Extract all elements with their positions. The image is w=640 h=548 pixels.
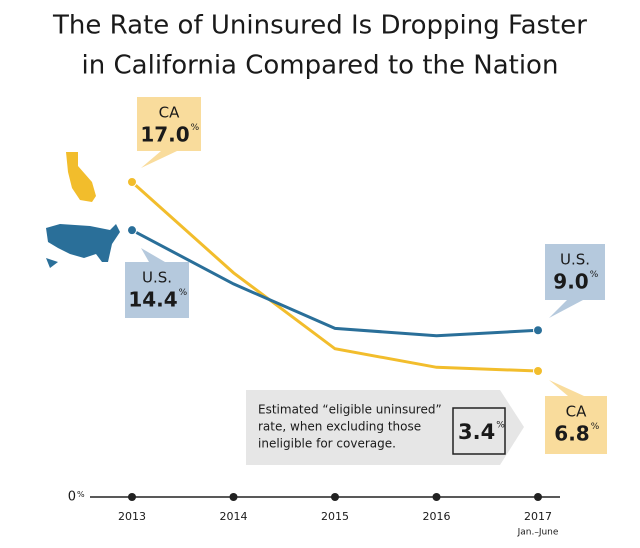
x-tick-note: Jan.–June (517, 528, 559, 538)
legend-label: CA (159, 104, 180, 122)
x-tick (534, 493, 542, 501)
chart-title: The Rate of Uninsured Is Dropping Faster (52, 11, 587, 41)
callout-box (545, 244, 605, 300)
unit-sign: % (590, 270, 599, 280)
x-tick (229, 493, 238, 501)
annotation-value: 3.4 (458, 420, 495, 444)
x-tick-label: 2015 (321, 510, 349, 523)
point (533, 325, 543, 336)
series-line (130, 180, 539, 373)
y-tick-label: 0 (68, 490, 76, 505)
callout-pointer (141, 151, 177, 168)
california-icon (66, 152, 96, 202)
unit-sign: % (179, 288, 188, 298)
legend-label: U.S. (560, 251, 590, 269)
unit-sign: % (591, 422, 600, 432)
value-label: 6.8 (554, 422, 589, 446)
point (127, 225, 137, 236)
point (533, 366, 543, 376)
legend-label: CA (566, 403, 587, 421)
x-tick-label: 2017 (524, 510, 552, 523)
series-line (131, 228, 539, 338)
annotation-text: rate, when excluding those (258, 420, 421, 434)
value-label: 17.0 (140, 123, 189, 147)
us-icon (46, 224, 120, 268)
callout-pointer (141, 248, 165, 262)
unit-sign: % (77, 490, 85, 499)
x-tick (331, 493, 339, 501)
x-tick-label: 2014 (220, 510, 248, 523)
value-label: 9.0 (553, 270, 588, 294)
callout-box (137, 97, 201, 151)
unit-sign: % (496, 421, 505, 431)
callout-pointer (549, 300, 583, 318)
point (127, 177, 137, 187)
callout-box (545, 396, 607, 454)
callout-pointer (549, 380, 584, 396)
chart-title: in California Compared to the Nation (82, 51, 559, 81)
x-tick (128, 493, 136, 501)
x-tick (432, 493, 441, 501)
unit-sign: % (191, 123, 200, 133)
x-tick-label: 2016 (423, 510, 451, 523)
legend-label: U.S. (142, 269, 172, 287)
annotation-value-box (452, 407, 506, 455)
annotation-text: ineligible for coverage. (258, 437, 396, 451)
callout-box (125, 262, 189, 318)
value-label: 14.4 (128, 288, 177, 312)
annotation-text: Estimated “eligible uninsured” (258, 403, 442, 417)
x-tick-label: 2013 (118, 510, 146, 523)
